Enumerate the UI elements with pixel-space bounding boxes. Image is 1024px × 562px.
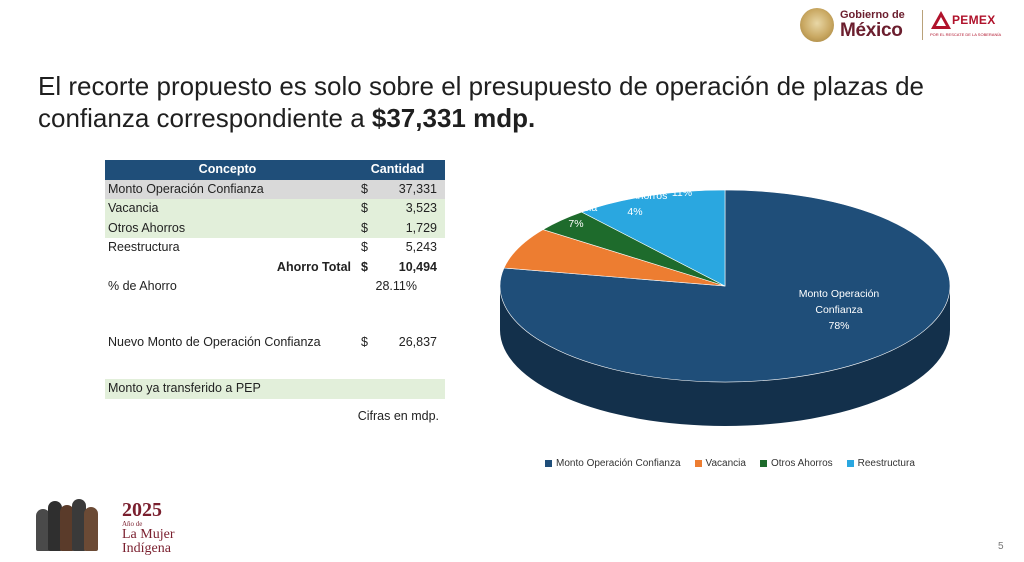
- row-label: Reestructura: [108, 240, 180, 254]
- legend-swatch: [846, 459, 854, 467]
- pie-label-category: Reestructura: [652, 171, 712, 183]
- row-currency: $: [361, 240, 368, 254]
- legend-swatch: [759, 459, 767, 467]
- pie-slice: [580, 189, 726, 287]
- pie-label-category: Otros Ahorros: [603, 190, 668, 202]
- row-currency: $: [361, 220, 368, 235]
- pie-label-category: Vacancia: [555, 202, 598, 214]
- slide-title: El recorte propuesto es solo sobre el pr…: [38, 70, 968, 134]
- legend-label: Vacancia: [705, 457, 746, 469]
- table-total-row: Ahorro Total $ 10,494: [105, 258, 445, 278]
- total-currency: $: [361, 259, 368, 274]
- table-row: Reestructura $ 5,243: [105, 238, 445, 258]
- table-row: Otros Ahorros $ 1,729: [105, 218, 445, 238]
- year-line3: Indígena: [122, 541, 171, 556]
- gob-line1: Gobierno de: [840, 9, 905, 21]
- row-label: Vacancia: [108, 201, 159, 215]
- row-value: 3,523: [405, 201, 437, 215]
- header-amount: Cantidad: [370, 162, 425, 176]
- legend-item: Reestructura: [846, 456, 915, 470]
- row-currency: $: [361, 201, 368, 215]
- legend-swatch: [545, 459, 552, 467]
- row-value: 37,331: [398, 181, 437, 196]
- slide-title-main: El recorte propuesto es solo sobre el pr…: [38, 71, 925, 133]
- pie-label-category: Monto Operación: [799, 288, 880, 300]
- gob-line2: México: [840, 20, 903, 41]
- legend-swatch: [694, 459, 702, 467]
- pemex-mark-icon: [931, 11, 951, 29]
- pemex-logo: PEMEX POR EL RESCATE DE LA SOBERANÍA: [930, 10, 1020, 42]
- transfer-note: Monto ya transferido a PEP: [108, 381, 261, 395]
- legend-item: Monto Operación Confianza: [545, 456, 681, 470]
- gobierno-de-mexico-logo: Gobierno de México: [800, 6, 915, 44]
- pemex-wordmark: PEMEX: [952, 13, 996, 27]
- year-line2: La Mujer: [122, 527, 175, 542]
- table-row: Vacancia $ 3,523: [105, 199, 445, 219]
- pct-label: % de Ahorro: [108, 279, 177, 293]
- women-illustration-icon: [36, 495, 176, 551]
- slide-title-amount: $37,331 mdp.: [371, 103, 536, 133]
- pct-value: 28.11%: [375, 279, 417, 293]
- pie-label-value: 78%: [828, 320, 849, 332]
- row-label: Otros Ahorros: [108, 220, 186, 235]
- nuevo-value: 26,837: [398, 334, 437, 349]
- year-badge: 2025 Año de La Mujer Indígena: [122, 500, 174, 556]
- chart-legend: Monto Operación Confianza Vacancia Otros…: [545, 456, 965, 470]
- nuevo-currency: $: [361, 334, 368, 349]
- legend-label: Monto Operación Confianza: [556, 457, 681, 469]
- table-pct-row: % de Ahorro 28.11%: [105, 277, 445, 297]
- row-value: 5,243: [405, 240, 437, 254]
- header-concept: Concepto: [198, 162, 257, 176]
- table-header: Concepto Cantidad: [105, 160, 445, 180]
- year-line1: Año de: [122, 520, 143, 528]
- pie-label-value: 7%: [568, 218, 583, 230]
- table-row: Monto Operación Confianza $ 37,331: [105, 179, 445, 199]
- legend-item: Vacancia: [694, 456, 746, 470]
- units-note: Cifras en mdp.: [357, 408, 439, 423]
- footer-illustration: [36, 495, 176, 551]
- nuevo-label: Nuevo Monto de Operación Confianza: [108, 334, 321, 349]
- pie-label-value: 11%: [672, 187, 692, 199]
- row-currency: $: [361, 181, 368, 196]
- total-label: Ahorro Total: [276, 259, 351, 274]
- legend-label: Reestructura: [857, 457, 915, 469]
- legend-item: Otros Ahorros: [759, 456, 833, 470]
- units-note-row: Cifras en mdp.: [105, 407, 445, 427]
- logo-divider: [922, 10, 923, 40]
- table-nuevo-row: Nuevo Monto de Operación Confianza $ 26,…: [105, 333, 445, 353]
- transfer-note-row: Monto ya transferido a PEP: [105, 379, 445, 399]
- pie-label-category: Confianza: [815, 304, 862, 316]
- budget-table: Concepto Cantidad Monto Operación Confia…: [105, 160, 445, 426]
- national-seal-icon: [800, 8, 834, 42]
- total-value: 10,494: [398, 259, 437, 274]
- pemex-tagline: POR EL RESCATE DE LA SOBERANÍA: [930, 32, 1002, 37]
- year-number: 2025: [122, 499, 162, 521]
- pie-slice-side: [500, 286, 950, 426]
- row-value: 1,729: [405, 220, 437, 235]
- pie-chart: Monto Operación Confianza 78% Vacancia 7% Otr…: [499, 171, 951, 426]
- pie-label-value: 4%: [627, 206, 642, 218]
- legend-label: Otros Ahorros: [770, 457, 833, 469]
- row-label: Monto Operación Confianza: [108, 181, 264, 196]
- page-number: 5: [998, 541, 1004, 552]
